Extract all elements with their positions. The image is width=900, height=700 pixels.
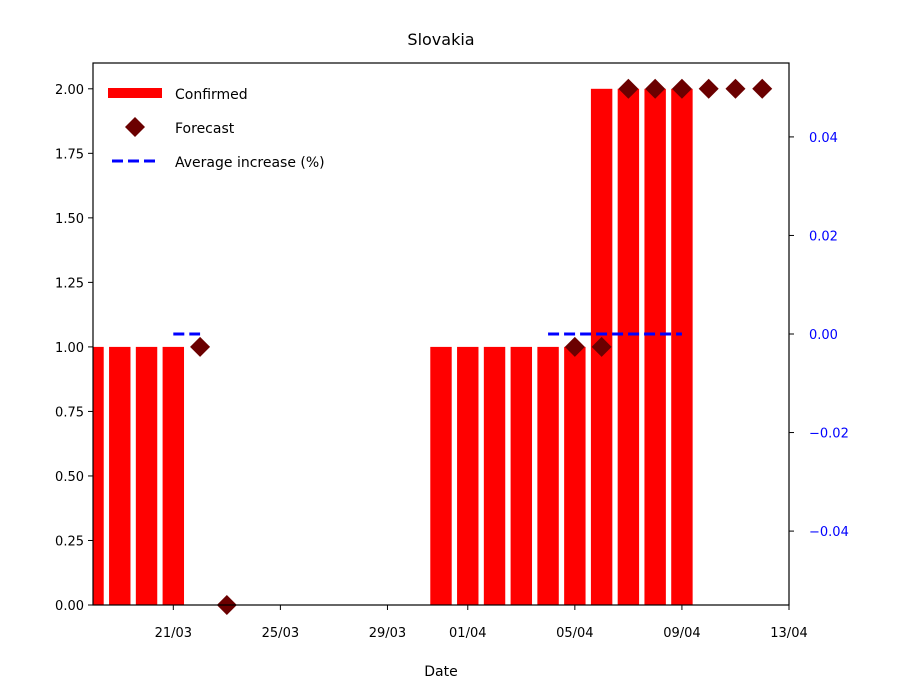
bars-layer [93,88,693,605]
y-tick-label: 0.00 [55,599,84,614]
y-tick-label: 1.50 [55,212,84,227]
forecast-point [564,336,585,357]
forecast-point [618,78,639,99]
x-tick-label: 13/04 [770,626,807,641]
confirmed-bar [644,88,666,605]
forecast-point [591,336,612,357]
confirmed-bar [430,346,452,605]
y-axis-left: 0.00 0.25 0.50 0.75 1.00 1.25 1.50 1.75 2.00 [55,83,93,614]
x-tick-label: 09/04 [663,626,700,641]
y2-tick-label: 0.02 [809,229,838,244]
x-axis: 21/03 25/03 29/03 01/04 05/04 09/04 13/04 [155,605,808,641]
x-axis-label: Date [424,664,457,680]
x-tick-label: 21/03 [155,626,192,641]
confirmed-bar [537,346,559,605]
legend-forecast-marker [125,117,145,137]
legend: Confirmed Forecast Average increase (%) [108,87,325,171]
y-tick-label: 1.00 [55,341,84,356]
x-tick-label: 05/04 [556,626,593,641]
confirmed-bar [135,346,158,605]
x-tick-label: 01/04 [449,626,486,641]
legend-confirmed-swatch [108,88,162,98]
confirmed-bar [162,346,185,605]
y-tick-label: 2.00 [55,83,84,98]
confirmed-bar [93,346,104,605]
y2-tick-label: −0.04 [809,525,849,540]
y2-tick-label: 0.00 [809,328,838,343]
confirmed-bar [483,346,506,605]
forecast-point [725,78,746,99]
x-tick-label: 25/03 [262,626,299,641]
y-tick-label: 1.25 [55,276,84,291]
confirmed-bar [671,88,693,605]
forecast-point [645,78,666,99]
legend-average-label: Average increase (%) [175,155,325,171]
confirmed-bar [564,346,586,605]
forecast-point [671,78,692,99]
confirmed-bar [510,346,533,605]
y-axis-right: −0.04 −0.02 0.00 0.02 0.04 [789,131,849,540]
y2-tick-label: 0.04 [809,131,838,146]
confirmed-bar [617,88,640,605]
legend-forecast-label: Forecast [175,121,235,137]
y-tick-label: 1.75 [55,147,84,162]
forecast-markers-layer [190,78,773,615]
forecast-point [752,78,773,99]
forecast-point [698,78,719,99]
legend-confirmed-label: Confirmed [175,87,248,103]
chart-title: Slovakia [407,30,474,49]
y-tick-label: 0.25 [55,534,84,549]
y-tick-label: 0.50 [55,470,84,485]
forecast-point [190,336,211,357]
y-tick-label: 0.75 [55,405,84,420]
confirmed-bar [109,346,131,605]
confirmed-bar [457,346,479,605]
y2-tick-label: −0.02 [809,427,849,442]
x-tick-label: 29/03 [369,626,406,641]
